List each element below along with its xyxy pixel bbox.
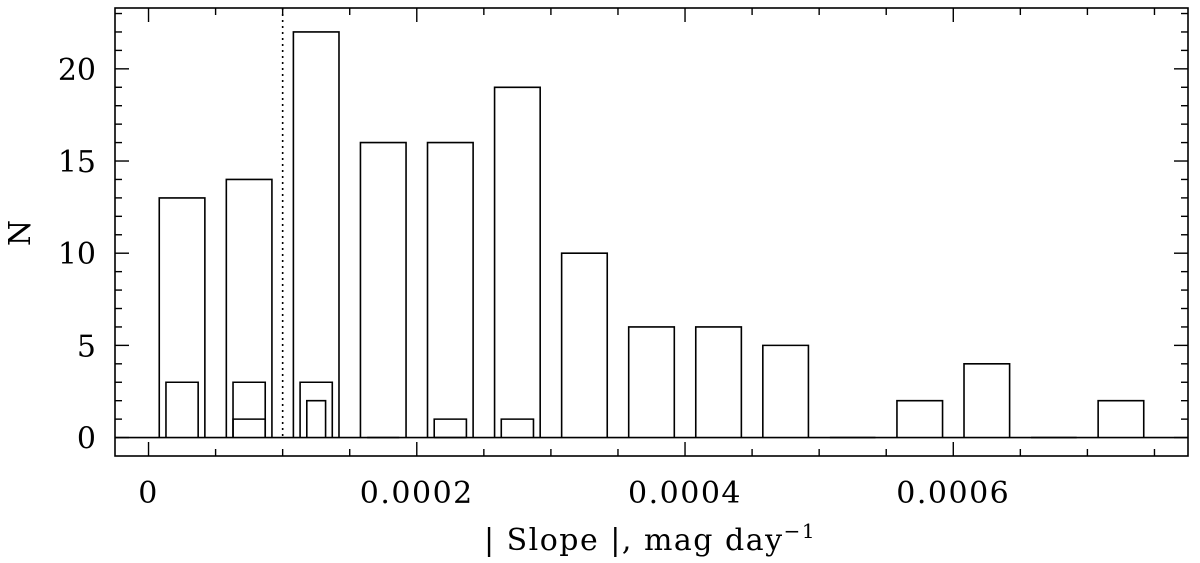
y-tick-label: 5 — [77, 329, 96, 364]
histogram-bar-s1-1 — [158, 197, 206, 438]
x-tick-label: 0.0002 — [360, 476, 474, 511]
histogram-bar-s1-9 — [694, 326, 743, 438]
ticks-group: 0 0.0002 0.0004 0.0006 0 5 10 15 20 — [58, 8, 1188, 511]
histogram-bar-s3-1 — [232, 418, 267, 438]
y-axis-label: N — [3, 220, 38, 246]
x-axis-label-exponent: −1 — [784, 519, 816, 543]
x-tick-label: 0.0004 — [628, 476, 742, 511]
histogram-bar-s2-1 — [165, 381, 199, 438]
histogram-bar-s3-3 — [433, 418, 468, 438]
axis-labels-group: N | Slope |, mag day−1 — [3, 220, 816, 558]
y-tick-label: 0 — [77, 422, 96, 457]
x-tick-label: 0.0006 — [896, 476, 1010, 511]
histogram-bar-s1-10 — [762, 344, 810, 438]
plot-border — [114, 7, 1189, 457]
histogram-bar-s1-8 — [627, 326, 676, 438]
x-axis-label: | Slope |, mag day−1 — [484, 519, 816, 558]
histogram-bar-s3-2 — [305, 399, 327, 438]
histogram-bar-s2-6 — [500, 418, 535, 438]
histogram-bar-s1-6 — [493, 86, 541, 438]
histogram-bar-s1-15 — [1097, 399, 1145, 438]
x-tick-label: 0 — [138, 476, 159, 511]
bars-group — [158, 31, 1145, 439]
histogram-bar-s1-3 — [292, 31, 340, 438]
y-tick-label: 10 — [58, 237, 96, 272]
histogram-bar-s1-7 — [560, 252, 609, 438]
plot-frame — [114, 7, 1189, 457]
y-tick-label: 15 — [58, 145, 96, 180]
histogram-bar-s1-2 — [225, 178, 273, 438]
histogram-bar-s1-4 — [359, 141, 407, 438]
histogram-bar-s1-5 — [426, 141, 474, 438]
histogram-bar-s2-2 — [232, 381, 267, 438]
y-tick-label: 20 — [58, 53, 96, 88]
histogram-bar-s2-3 — [299, 381, 334, 438]
histogram-bar-s1-13 — [963, 363, 1011, 438]
x-axis-label-main: | Slope |, mag day — [484, 523, 784, 558]
histogram-bar-s1-12 — [896, 399, 944, 438]
